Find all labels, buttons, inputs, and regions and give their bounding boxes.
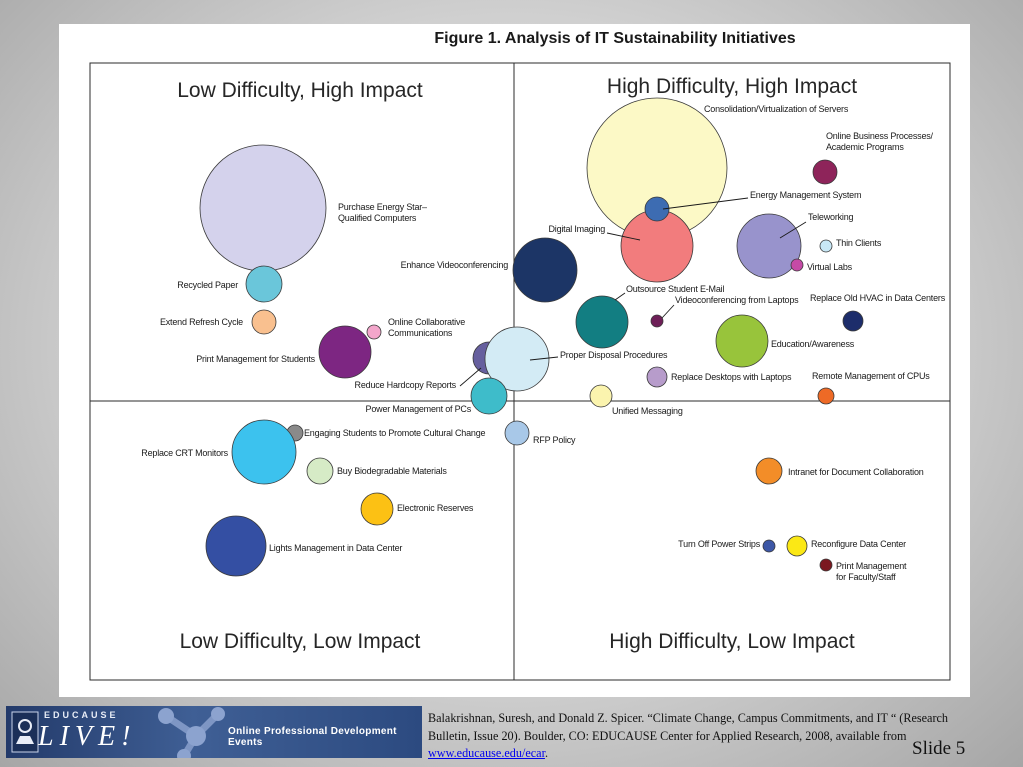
quadrant-label-top-left: Low Difficulty, High Impact <box>177 79 423 102</box>
bubble-7 <box>470 377 508 415</box>
bubble-12 <box>812 159 838 185</box>
educause-logo-icon <box>11 711 39 753</box>
citation-end: . <box>544 746 549 760</box>
quadrant-label-bottom-right: High Difficulty, Low Impact <box>609 630 855 653</box>
bubble-label-2: Extend Refresh Cycle <box>160 317 243 327</box>
plot-frame <box>89 62 951 681</box>
figure-panel: Figure 1. Analysis of IT Sustainability … <box>59 24 970 697</box>
bubble-label-23: RFP Policy <box>533 435 576 445</box>
bubble-13 <box>736 213 802 279</box>
citation-text: Balakrishnan, Suresh, and Donald Z. Spic… <box>428 711 949 743</box>
leader-line-16 <box>614 292 626 301</box>
bubble-label-14: Thin Clients <box>836 238 882 248</box>
bubble-26 <box>306 457 334 485</box>
bubble-label-1: Recycled Paper <box>177 280 238 290</box>
bubble-8 <box>512 237 578 303</box>
bubble-label-27: Electronic Reserves <box>397 503 474 513</box>
bubble-31 <box>786 535 808 557</box>
bubble-label-15: Virtual Labs <box>807 262 853 272</box>
bubble-16 <box>575 295 629 349</box>
bubble-6 <box>484 326 550 392</box>
citation: Balakrishnan, Suresh, and Donald Z. Spic… <box>428 710 948 763</box>
bubble-3 <box>318 325 372 379</box>
bubble-0 <box>199 144 327 272</box>
bubble-4 <box>366 324 382 340</box>
bubble-label-29: Intranet for Document Collaboration <box>788 467 924 477</box>
slide-number: Slide 5 <box>912 738 966 759</box>
banner-tagline: Online Professional Development Events <box>228 726 397 748</box>
leader-line-5 <box>459 367 482 387</box>
bubble-11 <box>644 196 670 222</box>
molecule-decoration-icon <box>158 707 225 758</box>
bubble-label-21: Remote Management of CPUs <box>812 371 930 381</box>
bubble-label-9: Consolidation/Virtualization of Servers <box>704 104 849 114</box>
bubble-32 <box>819 558 833 572</box>
bubble-label-6: Proper Disposal Procedures <box>560 350 668 360</box>
bubble-label-12: Online Business Processes/Academic Progr… <box>826 131 934 152</box>
bubble-label-22: Unified Messaging <box>612 406 683 416</box>
banner-brand-top: EDUCAUSE <box>44 710 119 720</box>
bubble-label-17: Videoconferencing from Laptops <box>675 295 799 305</box>
educause-live-banner[interactable]: EDUCAUSE LIVE! Online Professional Devel… <box>6 706 422 758</box>
bubble-label-10: Digital Imaging <box>548 224 605 234</box>
bubble-label-25: Replace CRT Monitors <box>141 448 228 458</box>
bubble-label-31: Reconfigure Data Center <box>811 539 906 549</box>
bubble-label-13: Teleworking <box>808 212 854 222</box>
bubble-label-4: Online Collaborative Communications <box>388 317 465 338</box>
bubble-label-20: Replace Desktops with Laptops <box>671 372 792 382</box>
quadrant-label-top-right: High Difficulty, High Impact <box>607 75 857 98</box>
bubble-14 <box>819 239 833 253</box>
banner-brand-main: LIVE! <box>38 721 137 752</box>
bubble-1 <box>245 265 283 303</box>
leader-line-10 <box>606 232 641 241</box>
citation-link[interactable]: www.educause.edu/ecar <box>428 746 545 760</box>
leader-line-17 <box>661 304 675 319</box>
bubble-17 <box>650 314 664 328</box>
bubble-label-8: Enhance Videoconferencing <box>401 260 509 270</box>
quadrant-label-bottom-left: Low Difficulty, Low Impact <box>180 630 421 653</box>
bubble-label-16: Outsource Student E-Mail <box>626 284 724 294</box>
bubble-chart: Figure 1. Analysis of IT Sustainability … <box>89 30 951 681</box>
bubble-label-28: Lights Management in Data Center <box>269 543 402 553</box>
bubble-23 <box>504 420 530 446</box>
chart-title: Figure 1. Analysis of IT Sustainability … <box>434 30 795 47</box>
bubble-20 <box>646 366 668 388</box>
bubble-label-32: Print Management for Faculty/Staff <box>836 561 907 582</box>
bubble-27 <box>360 492 394 526</box>
bubble-22 <box>589 384 613 408</box>
bubble-label-5: Reduce Hardcopy Reports <box>355 380 457 390</box>
bubble-label-30: Turn Off Power Strips <box>678 539 761 549</box>
bubble-19 <box>715 314 769 368</box>
leader-line-6 <box>529 356 559 361</box>
bubble-label-24: Engaging Students to Promote Cultural Ch… <box>304 428 486 438</box>
bubble-29 <box>755 457 783 485</box>
bubble-18 <box>842 310 864 332</box>
bubble-label-7: Power Management of PCs <box>366 404 472 414</box>
leader-line-11 <box>662 197 749 210</box>
bubble-label-11: Energy Management System <box>750 190 861 200</box>
bubble-30 <box>762 539 776 553</box>
bubble-2 <box>251 309 277 335</box>
bubble-25 <box>231 419 297 485</box>
bubble-label-0: Purchase Energy Star– Qualified Computers <box>338 202 427 223</box>
bubble-label-18: Replace Old HVAC in Data Centers <box>810 293 946 303</box>
bubble-label-26: Buy Biodegradable Materials <box>337 466 447 476</box>
bubble-label-19: Education/Awareness <box>771 339 855 349</box>
bubble-21 <box>817 387 835 405</box>
bubble-28 <box>205 515 267 577</box>
leader-line-13 <box>779 221 807 239</box>
bubble-label-3: Print Management for Students <box>196 354 315 364</box>
bubble-15 <box>790 258 804 272</box>
